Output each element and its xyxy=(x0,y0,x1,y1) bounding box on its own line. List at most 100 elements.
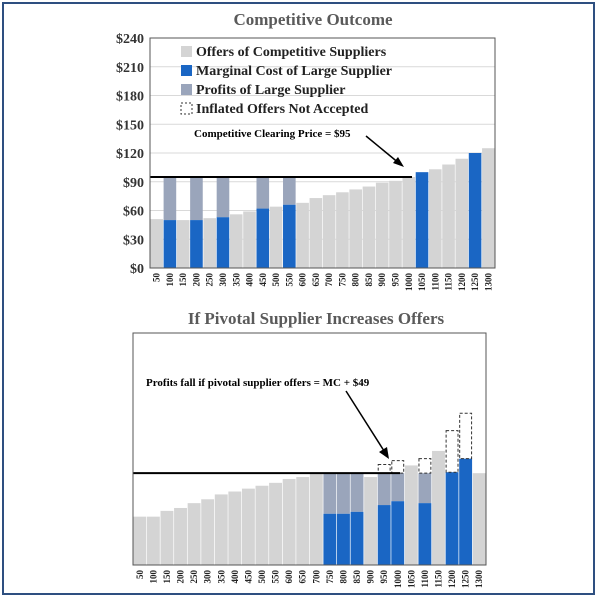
competitive-offer-bar xyxy=(214,494,228,565)
plot-frame xyxy=(132,332,487,566)
x-tick-label: 400 xyxy=(230,570,240,584)
x-tick-label: 650 xyxy=(298,570,308,584)
competitive-offer-bar xyxy=(174,507,187,565)
x-tick-label: 1000 xyxy=(393,570,403,589)
competitive-offer-bar xyxy=(428,169,442,268)
marginal-cost-bar xyxy=(283,204,296,268)
x-tick-label: 500 xyxy=(257,570,267,584)
x-tick-label: 550 xyxy=(271,570,281,584)
profit-bar xyxy=(391,473,405,502)
profit-bar xyxy=(256,176,270,209)
marginal-cost-bar xyxy=(256,208,270,268)
competitive-offer-bar xyxy=(349,189,362,268)
x-tick-label: 650 xyxy=(311,273,321,287)
x-tick-label: 450 xyxy=(258,273,268,287)
marginal-cost-bar xyxy=(190,220,203,268)
annotation-arrowhead xyxy=(379,447,389,459)
competitive-offer-bar xyxy=(255,485,269,565)
chart-competitive-outcome: Competitive Outcome $0 $30 $60 $90 $120 $150 $… xyxy=(116,10,496,292)
y-tick-label: $210 xyxy=(116,61,144,76)
legend: Offers of Competitive Suppliers Marginal … xyxy=(180,45,392,117)
marginal-cost-bar xyxy=(377,505,391,565)
annotation-arrow xyxy=(345,390,387,455)
x-tick-label: 150 xyxy=(162,570,172,584)
competitive-offer-bar xyxy=(133,516,147,565)
marginal-cost-bar xyxy=(459,458,473,565)
competitive-offer-bar xyxy=(442,164,455,268)
competitive-offer-bar xyxy=(482,148,495,268)
inflated-offer-bar xyxy=(377,463,391,474)
x-tick-label: 400 xyxy=(245,273,255,287)
x-tick-label: 1100 xyxy=(420,570,430,588)
x-tick-label: 600 xyxy=(284,570,294,584)
x-tick-label: 1100 xyxy=(430,273,440,291)
x-tick-label: 350 xyxy=(216,570,226,584)
marginal-cost-bar xyxy=(163,220,177,268)
inflated-offer-bar xyxy=(445,430,459,473)
profit-bar xyxy=(323,473,337,514)
x-tick-label: 50 xyxy=(152,273,162,283)
x-tick-label: 1150 xyxy=(433,570,443,588)
clearing-price-annotation: Competitive Clearing Price = $95 xyxy=(194,128,351,140)
bars xyxy=(150,148,495,268)
competitive-offer-bar xyxy=(375,182,389,268)
profit-bar xyxy=(163,176,177,221)
competitive-offer-bar xyxy=(229,214,243,268)
x-tick-label: 800 xyxy=(338,570,348,584)
competitive-offer-bar xyxy=(322,195,336,268)
x-tick-label: 550 xyxy=(284,273,294,287)
profit-bar xyxy=(283,176,296,205)
x-tick-label: 1300 xyxy=(474,570,484,589)
profit-bar xyxy=(377,473,391,506)
x-tick-label: 450 xyxy=(243,570,253,584)
x-tick-label: 500 xyxy=(271,273,281,287)
legend-swatch-competitive xyxy=(181,46,192,57)
x-tick-label: 200 xyxy=(176,570,186,584)
x-tick-label: 850 xyxy=(352,570,362,584)
x-tick-label: 1300 xyxy=(483,273,493,292)
x-tick-label: 750 xyxy=(337,273,347,287)
competitive-offer-bar xyxy=(201,499,215,565)
profit-bar xyxy=(216,176,230,218)
y-tick-label: $60 xyxy=(123,205,144,220)
x-tick-label: 700 xyxy=(324,273,334,287)
competitive-offer-bar xyxy=(269,482,283,565)
chart-pivotal-supplier: If Pivotal Supplier Increases Offers 50 1… xyxy=(132,309,487,589)
x-tick-label: 200 xyxy=(191,273,201,287)
y-tick-label: $30 xyxy=(123,233,144,248)
bars xyxy=(133,412,486,565)
competitive-offer-bar xyxy=(364,477,378,565)
annotation-arrow xyxy=(365,135,401,165)
chart-title: Competitive Outcome xyxy=(233,10,393,29)
competitive-offer-bar xyxy=(432,450,445,565)
competitive-offer-bar xyxy=(472,473,486,565)
x-tick-label: 600 xyxy=(298,273,308,287)
annotation-arrowhead xyxy=(393,157,404,167)
profit-bar xyxy=(350,473,364,512)
competitive-offer-bar xyxy=(241,488,255,565)
y-tick-label: $240 xyxy=(116,32,144,47)
y-tick-label: $120 xyxy=(116,147,144,162)
x-tick-label: 1150 xyxy=(444,273,454,291)
x-tick-label: 900 xyxy=(377,273,387,287)
inflated-offer-bar xyxy=(459,412,473,460)
marginal-cost-bar xyxy=(468,153,482,268)
competitive-offer-bar xyxy=(296,477,310,565)
x-axis: 50 100 150 200 250 300 350 400 450 500 550 600 650 70… xyxy=(152,273,494,292)
x-tick-label: 850 xyxy=(364,273,374,287)
marginal-cost-bar xyxy=(323,513,337,565)
competitive-offer-bar xyxy=(269,206,283,268)
plot-frame xyxy=(149,37,496,269)
competitive-offer-bar xyxy=(228,491,242,565)
competitive-offer-bar xyxy=(243,211,256,268)
competitive-offer-bar xyxy=(160,510,174,565)
x-tick-label: 50 xyxy=(135,570,145,580)
x-tick-label: 1000 xyxy=(404,273,414,292)
x-tick-label: 900 xyxy=(366,570,376,584)
profit-bar xyxy=(190,176,203,221)
competitive-offer-bar xyxy=(150,219,163,268)
competitive-offer-bar xyxy=(176,220,190,268)
competitive-offer-bar xyxy=(389,180,402,268)
x-tick-label: 950 xyxy=(390,273,400,287)
competitive-offer-bar xyxy=(187,503,201,565)
